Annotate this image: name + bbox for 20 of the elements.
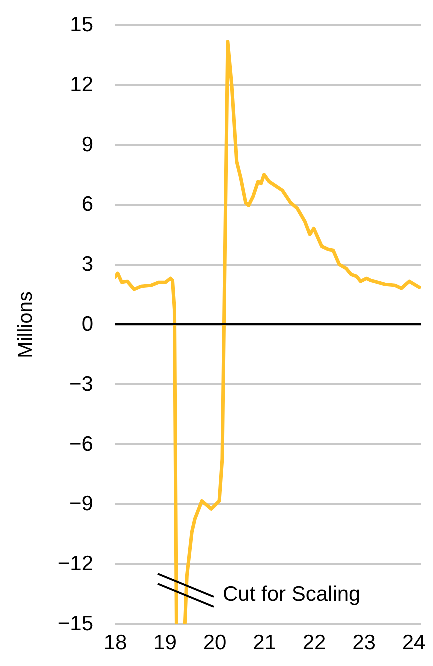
x-tick-label: 24 (402, 632, 426, 654)
y-tick-label: −9 (70, 492, 94, 516)
y-tick-label: −6 (70, 432, 94, 456)
y-tick-label: 0 (82, 313, 94, 336)
y-tick-label: −3 (70, 372, 94, 396)
y-tick-label: 15 (70, 14, 94, 36)
y-tick-label: 3 (82, 253, 94, 276)
x-tick-label: 21 (253, 632, 276, 654)
x-tick-label: 18 (104, 632, 128, 654)
y-tick-label: 6 (82, 193, 94, 216)
y-tick-label: −12 (58, 552, 94, 576)
x-tick-label: 19 (154, 632, 177, 654)
x-tick-label: 20 (203, 632, 227, 654)
annotation: Cut for Scaling (223, 583, 361, 606)
x-tick-label: 22 (302, 632, 326, 654)
y-tick-label: −15 (58, 612, 94, 636)
y-tick-label: 12 (70, 73, 94, 96)
y-tick-label: 9 (82, 133, 94, 156)
y-axis-title: Millions (14, 292, 37, 358)
x-tick-label: 23 (352, 632, 376, 654)
